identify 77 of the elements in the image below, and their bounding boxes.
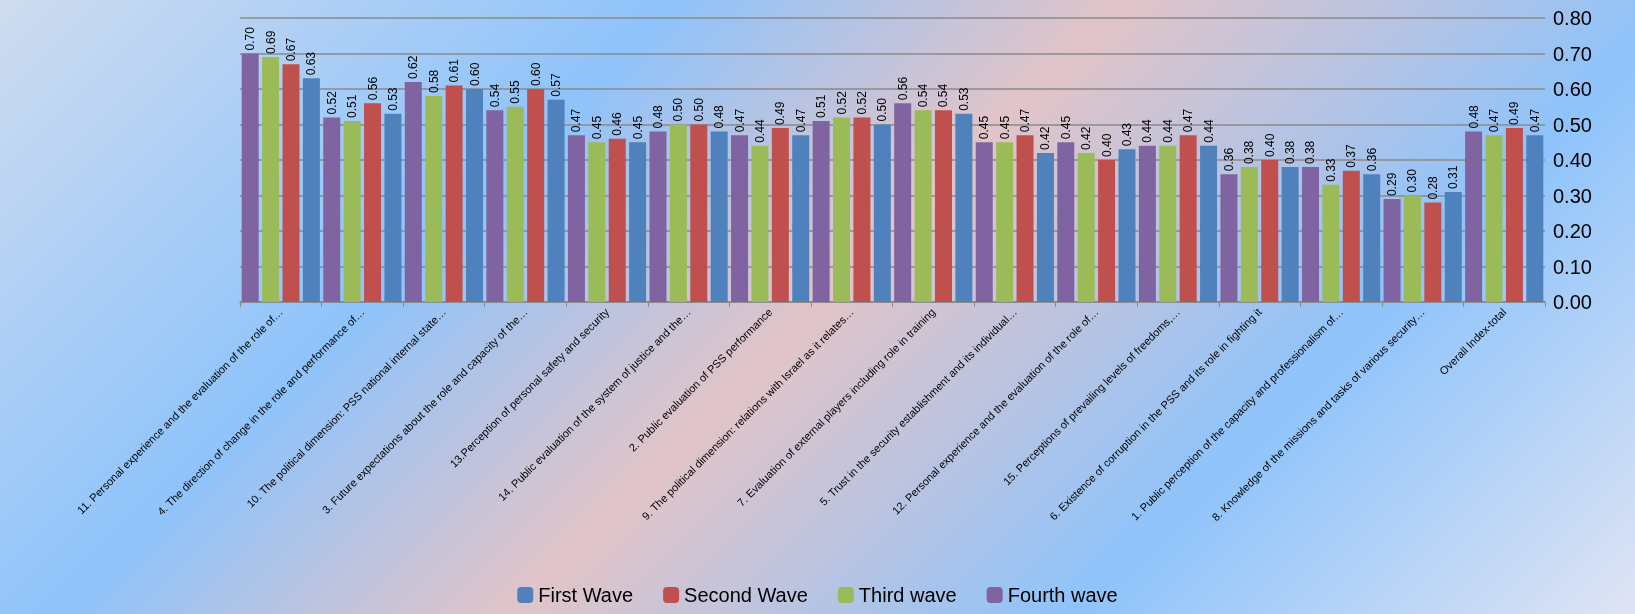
y-tick-label: 0.20 [1553, 220, 1592, 242]
legend-label: First Wave [538, 584, 634, 606]
data-label: 0.63 [304, 51, 319, 76]
data-label: 0.29 [1385, 172, 1400, 197]
data-label: 0.56 [365, 76, 380, 101]
data-label: 0.55 [508, 80, 523, 104]
data-label: 0.47 [1018, 108, 1033, 133]
legend-label: Fourth wave [1007, 584, 1118, 606]
data-label: 0.70 [243, 26, 258, 51]
data-label: 0.36 [1364, 147, 1379, 172]
data-label: 0.67 [283, 37, 298, 62]
y-tick-label: 0.10 [1553, 255, 1592, 278]
data-label: 0.43 [1120, 122, 1135, 147]
data-label: 0.44 [752, 119, 767, 143]
data-label: 0.58 [426, 69, 441, 94]
data-label: 0.48 [712, 104, 727, 129]
data-label: 0.62 [406, 55, 421, 79]
data-label: 0.44 [1140, 119, 1155, 143]
data-label: 0.48 [650, 104, 665, 129]
data-label: 0.45 [977, 115, 992, 140]
data-label: 0.53 [385, 87, 400, 111]
data-label: 0.54 [936, 83, 951, 108]
data-label: 0.45 [997, 115, 1012, 140]
data-label: 0.40 [1262, 133, 1277, 157]
data-label: 0.31 [1446, 165, 1461, 189]
data-label: 0.38 [1242, 140, 1257, 165]
data-label: 0.37 [1344, 143, 1359, 168]
data-label: 0.54 [487, 83, 502, 108]
data-label: 0.30 [1405, 168, 1420, 193]
data-label: 0.45 [589, 115, 604, 140]
data-label: 0.40 [1099, 133, 1114, 157]
data-label: 0.38 [1303, 140, 1318, 165]
data-label: 0.47 [569, 108, 584, 133]
y-tick-label: 0.00 [1553, 291, 1592, 313]
data-label: 0.53 [956, 87, 971, 111]
data-label: 0.48 [1466, 104, 1481, 129]
data-label: 0.42 [1079, 126, 1094, 150]
data-label: 0.56 [895, 76, 910, 101]
data-label: 0.42 [1038, 126, 1053, 150]
y-tick-label: 0.80 [1553, 7, 1592, 29]
data-label: 0.49 [1507, 101, 1522, 126]
data-label: 0.45 [630, 115, 645, 140]
data-label: 0.52 [854, 90, 869, 115]
data-label: 0.51 [814, 94, 829, 118]
data-label: 0.51 [345, 94, 360, 118]
data-label: 0.38 [1283, 140, 1298, 165]
data-label: 0.36 [1221, 147, 1236, 172]
y-tick-label: 0.30 [1553, 184, 1592, 207]
data-label: 0.44 [1160, 119, 1175, 143]
data-label: 0.45 [1058, 115, 1073, 140]
data-label: 0.60 [528, 62, 543, 86]
y-tick-label: 0.70 [1553, 42, 1592, 65]
data-label: 0.69 [263, 30, 278, 55]
data-label: 0.52 [834, 90, 849, 115]
data-label: 0.50 [875, 97, 890, 122]
data-label: 0.28 [1425, 175, 1440, 200]
data-label: 0.61 [447, 58, 462, 83]
legend-label: Third wave [858, 584, 957, 606]
data-label: 0.44 [1201, 119, 1216, 143]
data-label: 0.47 [1527, 108, 1542, 133]
data-label: 0.50 [671, 97, 686, 122]
y-tick-label: 0.50 [1553, 113, 1592, 136]
data-label: 0.49 [773, 101, 788, 126]
data-label: 0.60 [467, 62, 482, 86]
data-label: 0.50 [691, 97, 706, 122]
data-label: 0.33 [1323, 158, 1338, 182]
y-tick-label: 0.60 [1553, 78, 1592, 100]
data-label: 0.57 [549, 72, 564, 97]
data-label: 0.47 [1181, 108, 1196, 133]
data-label: 0.47 [1487, 108, 1502, 133]
data-label: 0.54 [916, 83, 931, 108]
data-label: 0.47 [793, 108, 808, 133]
y-tick-label: 0.40 [1553, 149, 1592, 171]
legend-label: Second Wave [684, 584, 808, 606]
data-label: 0.46 [610, 112, 625, 136]
data-label: 0.47 [732, 108, 747, 133]
data-label: 0.52 [324, 90, 339, 115]
